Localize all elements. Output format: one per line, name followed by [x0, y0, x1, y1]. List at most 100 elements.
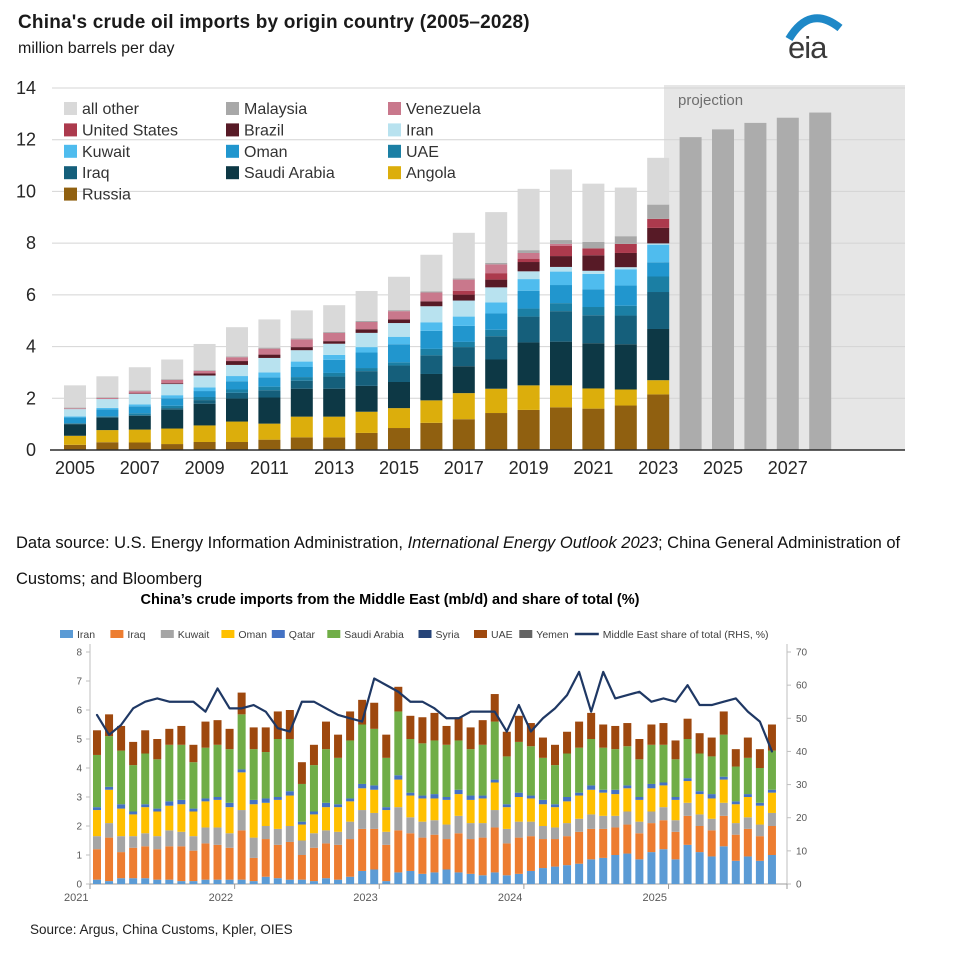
- bar-segment-all-other: [582, 183, 605, 242]
- bar-segment-kuwait: [165, 830, 174, 847]
- bar-segment-saudi-arabia: [213, 744, 222, 797]
- top-x-tick-label: 2027: [768, 458, 808, 478]
- bar-segment-kuwait: [719, 802, 728, 816]
- bar-segment-kuwait: [309, 833, 318, 848]
- bar-segment-qatar: [755, 802, 764, 806]
- bar-segment-iraq: [322, 843, 330, 879]
- bar-segment-saudi-arabia: [420, 373, 443, 401]
- bar-segment-russia: [550, 407, 572, 450]
- bar-segment-malaysia: [517, 250, 540, 253]
- bar-segment-uae: [452, 341, 475, 348]
- top-y-tick-label: 2: [26, 388, 36, 408]
- bar-segment-uae: [647, 724, 656, 745]
- bar-segment-venezuela: [96, 398, 119, 400]
- bar-segment-kuwait: [355, 347, 378, 353]
- bar-segment-saudi-arabia: [582, 343, 605, 389]
- bar-segment-qatar: [490, 779, 499, 783]
- bar-segment-iran: [767, 855, 776, 884]
- bar-segment-united-states: [550, 245, 572, 257]
- top-chart-title: China's crude oil imports by origin coun…: [18, 12, 530, 33]
- bar-segment-kuwait: [599, 815, 608, 829]
- legend-label: UAE: [406, 144, 439, 161]
- bar-segment-russia: [582, 408, 605, 450]
- bar-segment-uae: [201, 721, 210, 748]
- bar-segment-angola: [452, 393, 475, 420]
- bar-segment-brazil: [420, 301, 443, 307]
- bar-segment-uae: [442, 725, 451, 745]
- bar-segment-saudi-arabia: [466, 749, 475, 796]
- projection-bar: [809, 112, 832, 451]
- bar-segment-angola: [323, 416, 346, 438]
- legend-label: Angola: [406, 165, 456, 182]
- bar-segment-uae: [707, 737, 716, 757]
- bar-segment-saudi-arabia: [258, 397, 281, 424]
- bar-segment-iran: [550, 266, 572, 272]
- bar-segment-uae: [635, 739, 644, 760]
- bar-segment-qatar: [93, 807, 101, 811]
- bar-segment-oman: [213, 799, 222, 828]
- bar-segment-brazil: [614, 252, 637, 268]
- bar-segment-kuwait: [582, 273, 605, 290]
- bottom-axes: 0 1 2 3 4 5 6 7 8 0 10 20 30 40 50 60 70 2021 2022 2023 2024…: [64, 644, 808, 904]
- bar-segment-uae: [614, 305, 637, 316]
- bar-segment-uae: [587, 712, 596, 739]
- legend-label: Kuwait: [178, 629, 210, 641]
- bar-segment-oman: [96, 409, 119, 417]
- bar-segment-iraq: [517, 316, 540, 343]
- bar-segment-oman: [261, 802, 270, 826]
- top-y-tick-label: 6: [26, 285, 36, 305]
- legend-label: Iran: [406, 122, 434, 139]
- bar-segment-saudi-arabia: [647, 744, 656, 784]
- bar-segment-all-other: [161, 359, 184, 380]
- bar-segment-iran: [64, 409, 86, 417]
- bar-segment-iraq: [485, 336, 508, 360]
- bar-segment-saudi-arabia: [538, 757, 547, 800]
- bar-segment-saudi-arabia: [96, 417, 119, 431]
- bar-segment-qatar: [237, 769, 246, 773]
- bar-segment-qatar: [563, 797, 572, 802]
- bar-segment-oman: [442, 799, 451, 825]
- bar-segment-iraq: [213, 844, 222, 880]
- bar-segment-iraq: [370, 828, 379, 870]
- legend-swatch-saudi-arabia: [226, 166, 239, 180]
- bar-segment-iraq: [117, 852, 126, 879]
- bar-segment-iran: [683, 844, 692, 884]
- bar-segment-oman: [64, 417, 86, 424]
- left-y-tick-label: 6: [76, 706, 82, 717]
- bar-segment-iran: [406, 870, 415, 884]
- bar-segment-kuwait: [177, 831, 186, 847]
- bar-segment-kuwait: [623, 811, 632, 825]
- bar-segment-iran: [582, 270, 605, 274]
- bar-segment-brazil: [323, 341, 346, 344]
- bar-segment-kuwait: [767, 812, 776, 826]
- bar-segment-saudi-arabia: [334, 757, 343, 805]
- bar-segment-iran: [297, 879, 306, 884]
- bar-segment-saudi-arabia: [767, 750, 776, 790]
- bar-segment-iraq: [273, 844, 282, 879]
- bar-segment-uae: [322, 721, 330, 750]
- bar-segment-kuwait: [442, 824, 451, 840]
- bar-segment-kuwait: [322, 830, 330, 844]
- bar-segment-uae: [550, 303, 572, 312]
- bar-segment-iraq: [129, 847, 138, 879]
- bar-segment-qatar: [141, 804, 150, 808]
- bar-segment-angola: [258, 423, 281, 440]
- bar-segment-kuwait: [587, 814, 596, 829]
- bar-segment-iraq: [249, 857, 258, 882]
- legend-swatch-oman: [221, 630, 235, 638]
- bar-segment-kuwait: [261, 826, 270, 840]
- bar-segment-uae: [582, 307, 605, 316]
- bar-segment-malaysia: [193, 370, 216, 371]
- bar-segment-qatar: [635, 797, 644, 800]
- bar-segment-uae: [623, 723, 632, 747]
- left-y-tick-label: 4: [76, 764, 82, 775]
- bar-segment-angola: [128, 429, 151, 443]
- bar-segment-saudi-arabia: [117, 750, 126, 805]
- bar-segment-saudi-arabia: [128, 415, 151, 430]
- bar-segment-oman: [290, 366, 313, 378]
- bar-segment-qatar: [575, 792, 584, 796]
- legend-label: Saudi Arabia: [244, 165, 335, 182]
- bottom-x-year-label: 2025: [643, 892, 667, 904]
- bar-segment-iran: [177, 881, 186, 884]
- bar-segment-kuwait: [454, 815, 463, 834]
